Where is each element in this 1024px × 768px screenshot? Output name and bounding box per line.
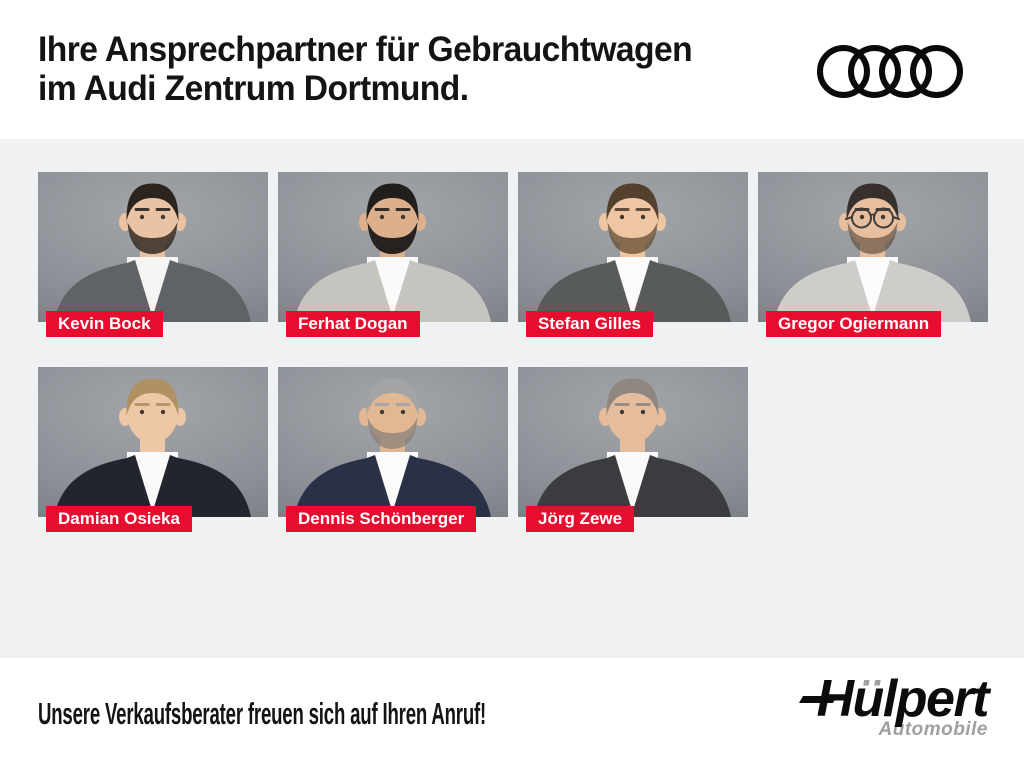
dealer-logo-subtitle: Automobile [878, 719, 988, 740]
dealer-logo-text-umlaut: ü [852, 670, 885, 728]
dealer-logo-text-rest: lpert [882, 670, 990, 728]
dealer-logo-crossbar [799, 696, 838, 703]
person-name-tag: Kevin Bock [46, 311, 163, 337]
person-portrait [52, 377, 253, 517]
staff-row-1: Kevin Bock Ferhat Dogan Stefan Gilles Gr… [38, 172, 988, 337]
person-name-tag: Damian Osieka [46, 506, 192, 532]
person-photo [278, 172, 508, 322]
person-name-tag: Gregor Ogiermann [766, 311, 942, 337]
person-card: Dennis Schönberger [278, 367, 508, 532]
audi-rings-icon [817, 45, 963, 98]
person-photo [38, 172, 268, 322]
person-card: Kevin Bock [38, 172, 268, 337]
person-photo [278, 367, 508, 517]
page-title: Ihre Ansprechpartner für Gebrauchtwagen … [38, 30, 693, 108]
footer-message: Unsere Verkaufsberater freuen sich auf I… [38, 696, 487, 731]
person-photo [38, 367, 268, 517]
person-portrait [772, 182, 973, 322]
person-name-tag: Jörg Zewe [526, 506, 635, 532]
person-portrait [292, 377, 493, 517]
person-name-tag: Stefan Gilles [526, 311, 653, 337]
person-portrait [532, 377, 733, 517]
page-title-line2: im Audi Zentrum Dortmund. [38, 69, 469, 108]
person-photo [518, 367, 748, 517]
person-card: Ferhat Dogan [278, 172, 508, 337]
person-card: Gregor Ogiermann [758, 172, 988, 337]
person-name-tag: Dennis Schönberger [286, 506, 477, 532]
page-title-line1: Ihre Ansprechpartner für Gebrauchtwagen [38, 30, 693, 69]
person-card: Damian Osieka [38, 367, 268, 532]
dealer-logo-wordmark: Hülpert [799, 673, 990, 725]
person-portrait [532, 182, 733, 322]
person-photo [758, 172, 988, 322]
staff-row-2: Damian Osieka Dennis Schönberger Jörg Ze… [38, 367, 748, 532]
person-card: Stefan Gilles [518, 172, 748, 337]
dealer-logo: Hülpert Automobile [799, 673, 990, 741]
person-portrait [292, 182, 493, 322]
person-card: Jörg Zewe [518, 367, 748, 532]
person-portrait [52, 182, 253, 322]
person-name-tag: Ferhat Dogan [286, 311, 420, 337]
person-photo [518, 172, 748, 322]
